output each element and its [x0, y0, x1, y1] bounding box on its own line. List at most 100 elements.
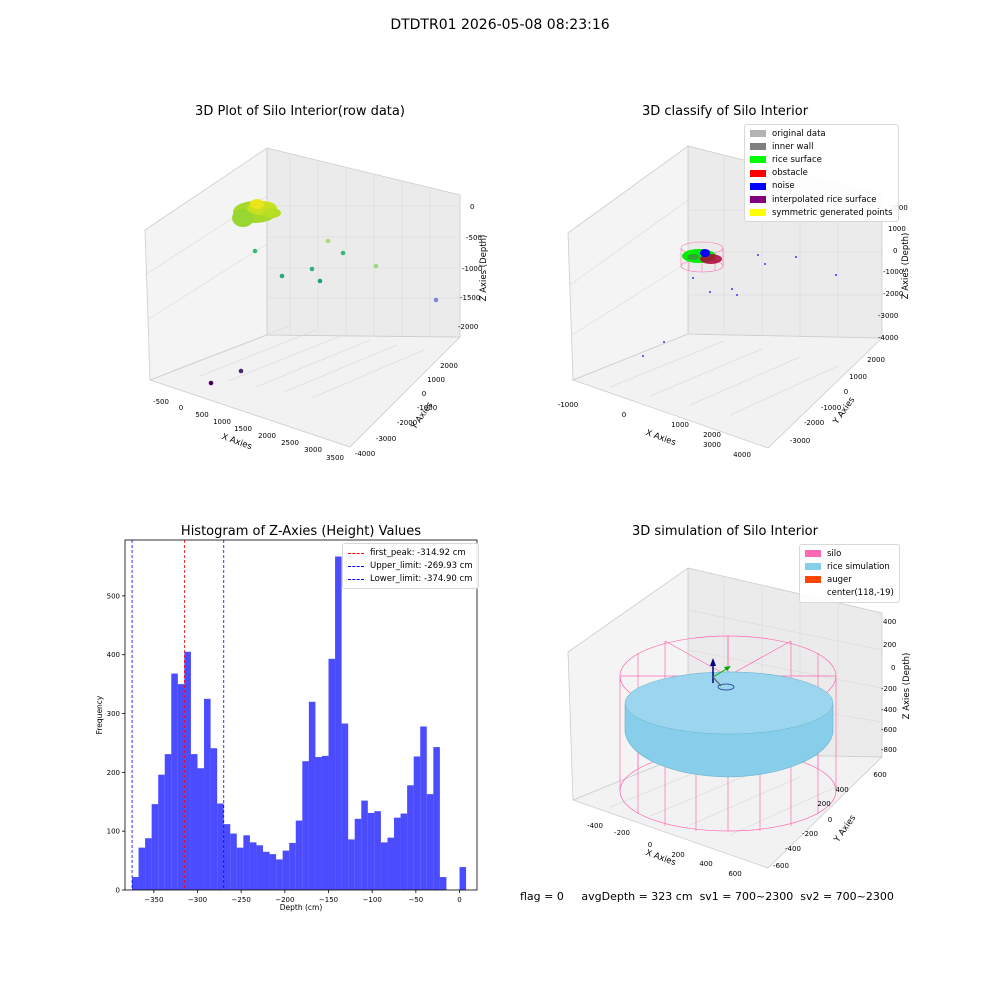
simulation-plot-title: 3D simulation of Silo Interior [632, 524, 818, 539]
histogram-bar [249, 842, 257, 890]
legend-label: interpolated rice surface [772, 194, 877, 205]
raw-x-tick: 1000 [213, 418, 231, 426]
classify-x-ticks: -1000 0 1000 2000 3000 4000 [558, 401, 751, 459]
classify-x-tick: 1000 [671, 421, 689, 429]
raw-y-tick: -4000 [355, 450, 375, 458]
histogram-bar [361, 800, 368, 890]
classify-z-tick: -4000 [878, 334, 898, 342]
legend-swatch [805, 563, 821, 571]
figure-title: DTDTR01 2026-05-08 08:23:16 [390, 17, 610, 33]
histogram-bar [308, 701, 316, 890]
classify-z-tick: 2000 [890, 204, 908, 212]
raw-point [433, 297, 439, 303]
status-footer: flag = 0 avgDepth = 323 cm sv1 = 700~230… [520, 890, 894, 903]
legend-line [348, 578, 364, 580]
raw-y-tick: -3000 [376, 435, 396, 443]
simulation-legend: silo rice simulation auger center(118,-1… [799, 544, 900, 603]
legend-label: auger [827, 574, 852, 585]
raw-x-tick: 0 [179, 404, 183, 412]
legend-interpolated: interpolated rice surface [750, 193, 893, 206]
classify-x-tick: 3000 [703, 441, 721, 449]
legend-symmetric: symmetric generated points [750, 206, 893, 219]
simulation-y-tick: 600 [873, 771, 886, 779]
simulation-z-tick: -400 [881, 706, 897, 714]
histogram-bar [289, 842, 296, 890]
simulation-y-tick: 200 [817, 800, 830, 808]
histogram-bar [184, 651, 191, 890]
inner-wall-points [687, 254, 699, 260]
simulation-x-tick: 600 [728, 870, 741, 878]
histogram-bar [177, 684, 185, 890]
sv2-text: sv2 = 700~2300 [800, 890, 894, 903]
raw-x-ticks: -500 0 500 1000 1500 2000 2500 3000 3500 [153, 398, 344, 462]
simulation-z-tick: -600 [881, 726, 897, 734]
classify-z-tick: -3000 [878, 312, 898, 320]
classify-x-tick: 4000 [733, 451, 751, 459]
simulation-y-tick: -400 [785, 845, 801, 853]
classify-z-tick: -2000 [883, 290, 903, 298]
raw-y-tick: 0 [422, 390, 426, 398]
histogram-bar [400, 813, 408, 890]
legend-swatch [750, 196, 766, 204]
histogram-y-tick-label: 100 [107, 828, 120, 836]
noise-points [700, 249, 710, 257]
raw-x-tick: 3000 [304, 446, 322, 454]
classify-y-ticks: -3000 -2000 -1000 0 1000 2000 [790, 356, 885, 445]
histogram-x-tick-label: −200 [275, 896, 294, 904]
raw-plot-title: 3D Plot of Silo Interior(row data) [195, 104, 405, 119]
raw-grid [144, 155, 460, 399]
raw-x-tick: 3500 [326, 454, 344, 462]
histogram-x-tick-label: −50 [408, 896, 423, 904]
legend-label: silo [827, 548, 842, 559]
simulation-x-tick: -200 [614, 829, 630, 837]
legend-label: Lower_limit: -374.90 cm [370, 573, 473, 584]
raw-x-label: X Axies [220, 432, 253, 452]
histogram-bar [256, 845, 264, 890]
noise-point [757, 254, 759, 256]
simulation-y-tick: -600 [773, 862, 789, 870]
histogram-bar [335, 556, 342, 890]
classify-z-tick: 0 [893, 247, 897, 255]
raw-y-tick: 2000 [440, 362, 458, 370]
histogram-bar [190, 754, 198, 890]
histogram-y-label: Frequency [95, 695, 104, 734]
raw-cluster [232, 199, 281, 227]
histogram-frame [124, 539, 478, 891]
raw-point [317, 278, 323, 284]
raw-z-tick: -1500 [460, 294, 480, 302]
flag-text: flag = 0 [520, 890, 564, 903]
histogram-bar [158, 774, 165, 890]
legend-label: noise [772, 181, 795, 192]
histogram-bar [407, 785, 414, 890]
rice-simulation-surface [624, 671, 834, 778]
legend-first-peak: first_peak: -314.92 cm [348, 546, 473, 559]
legend-original-data: original data [750, 127, 893, 140]
classify-points [642, 249, 837, 357]
histogram-bar [420, 726, 427, 890]
histogram-bar [367, 812, 375, 890]
histogram-bar [380, 842, 388, 890]
histogram-bar [315, 757, 322, 890]
legend-label: symmetric generated points [772, 207, 893, 218]
histogram-bar [151, 804, 159, 890]
raw-point [325, 238, 331, 244]
classify-y-tick: -1000 [821, 404, 841, 412]
noise-point [835, 274, 837, 276]
classify-x-tick: 0 [622, 411, 626, 419]
noise-point [663, 341, 665, 343]
histogram-bar [210, 748, 218, 890]
simulation-x-ticks: -400 -200 0 200 400 600 [587, 822, 742, 878]
histogram-bar [302, 761, 309, 890]
histogram-x-tick-label: −100 [363, 896, 382, 904]
histogram-bar [348, 839, 355, 890]
histogram-y-tick-label: 0 [116, 887, 120, 895]
simulation-z-tick: 400 [883, 618, 896, 626]
legend-swatch [750, 209, 766, 217]
classify-z-label: Z Axies (Depth) [901, 233, 911, 300]
histogram-chart: −350 −300 −250 −200 −150 −100 −50 0 0 100 200 300 4… [95, 539, 478, 912]
legend-inner-wall: inner wall [750, 140, 893, 153]
raw-x-tick: 2000 [258, 432, 276, 440]
classify-y-tick: 0 [844, 388, 848, 396]
legend-rice-simulation: rice simulation [805, 560, 894, 573]
legend-silo: silo [805, 547, 894, 560]
